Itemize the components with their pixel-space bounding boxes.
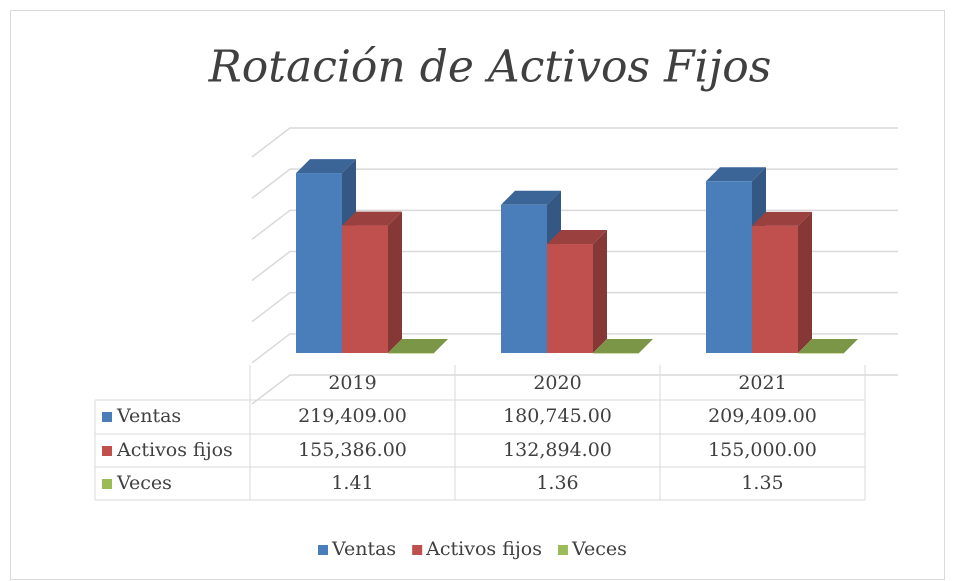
table-cell: 155,000.00 [708, 439, 817, 461]
bar-side [434, 338, 448, 353]
data-table [94, 365, 866, 501]
bar [752, 211, 812, 353]
bar-front [706, 181, 752, 353]
bar-top [501, 190, 561, 205]
bar-top [388, 338, 448, 353]
table-cell: 180,745.00 [503, 405, 612, 427]
bar-top [296, 159, 356, 174]
table-cell: 1.36 [536, 472, 578, 494]
table-cell: 155,386.00 [298, 439, 407, 461]
bar-front [342, 225, 388, 353]
bar-front [798, 352, 844, 354]
legend-key [557, 545, 568, 555]
bar-front [388, 352, 434, 354]
grid-line [251, 333, 898, 364]
bar-top [547, 230, 607, 245]
legend-key [102, 479, 112, 489]
table-row-label: Activos fijos [116, 439, 233, 461]
bar-front [296, 173, 342, 353]
grid-line [251, 127, 898, 158]
bar-side [844, 338, 858, 353]
bar-side [798, 211, 812, 353]
legend-key [318, 545, 328, 555]
bar [388, 338, 448, 354]
legend-label: Veces [571, 538, 627, 560]
table-header: 2021 [738, 372, 786, 394]
grid-line [251, 291, 898, 323]
bar-side [593, 230, 607, 353]
bar-front [593, 352, 639, 354]
bar [798, 338, 858, 354]
legend-key [412, 545, 423, 555]
bar [593, 338, 653, 354]
grid-line [251, 209, 898, 240]
bar-top [752, 211, 812, 226]
bar-front [547, 244, 593, 353]
table-cell: 132,894.00 [503, 439, 612, 461]
bar-side [639, 338, 653, 353]
table-header: 2020 [533, 372, 581, 394]
table-cell: 209,409.00 [708, 405, 817, 427]
table-cell: 1.41 [331, 472, 373, 494]
bars [296, 159, 858, 354]
bar [501, 190, 561, 353]
grid [251, 127, 898, 405]
bar-front [501, 204, 547, 353]
table-cells: 2019 2020 2021 Ventas 219,409.00 180,745.00 20… [102, 372, 817, 494]
bar-front [752, 225, 798, 353]
legend-key [102, 412, 112, 422]
table-cell: 1.35 [741, 472, 783, 494]
table-header: 2019 [328, 372, 376, 394]
legend-label: Ventas [331, 538, 396, 560]
table-row-label: Ventas [116, 405, 181, 427]
grid-line [251, 374, 898, 405]
grid-line [251, 168, 898, 199]
bar-top [798, 338, 858, 353]
grid-line [251, 250, 898, 282]
bar-side [388, 211, 402, 353]
table-row-label: Veces [116, 472, 172, 494]
legend: Ventas Activos fijos Veces [318, 538, 627, 560]
bar-top [706, 167, 766, 182]
bar [547, 230, 607, 353]
chart-title: Rotación de Activos Fijos [208, 42, 772, 93]
legend-key [102, 446, 112, 456]
table-cell: 219,409.00 [298, 405, 407, 427]
bar-top [342, 211, 402, 226]
bar [342, 211, 402, 353]
legend-label: Activos fijos [425, 538, 542, 560]
bar-top [593, 338, 653, 353]
